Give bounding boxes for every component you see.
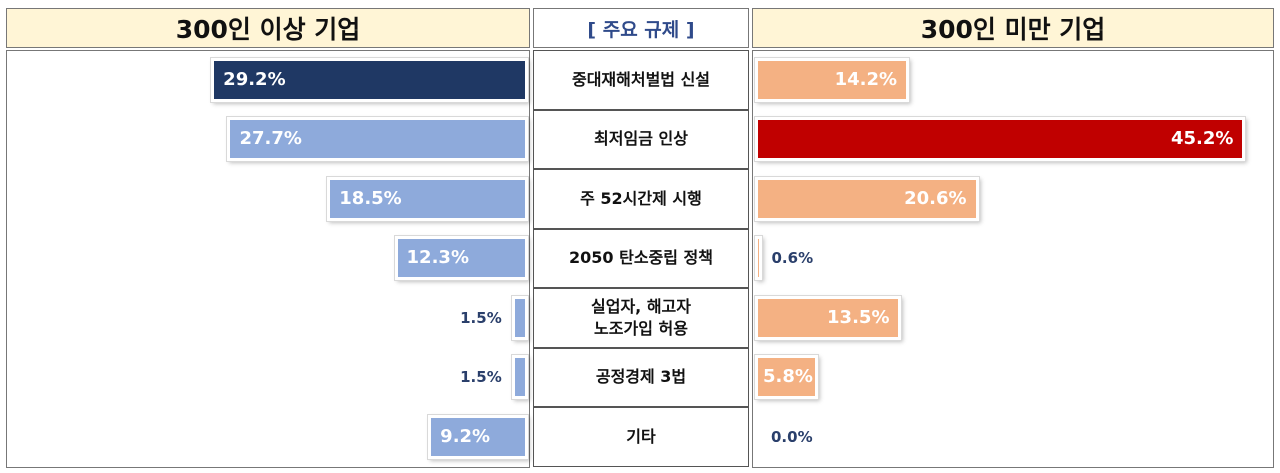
bar-left bbox=[394, 236, 528, 281]
data-label-left: 12.3% bbox=[406, 247, 469, 269]
bar-left bbox=[227, 117, 528, 162]
data-label-left: 9.2% bbox=[440, 425, 491, 447]
data-label-right: 20.6% bbox=[904, 187, 967, 209]
bar-right bbox=[755, 117, 1246, 162]
category-label: 2050 탄소중립 정책 bbox=[533, 228, 749, 288]
data-label-right: 5.8% bbox=[763, 366, 813, 388]
right-panel bbox=[752, 50, 1274, 468]
category-label: 공정경제 3법 bbox=[533, 347, 749, 407]
category-label: 주 52시간제 시행 bbox=[533, 169, 749, 229]
data-label-left: 18.5% bbox=[339, 187, 402, 209]
bar-right bbox=[755, 295, 902, 340]
data-label-right: 14.2% bbox=[834, 68, 898, 90]
bar-left bbox=[511, 355, 528, 400]
bar-left bbox=[211, 57, 528, 102]
right-header-title: 300인 미만 기업 bbox=[752, 8, 1274, 48]
data-label-left: 29.2% bbox=[223, 68, 286, 90]
category-label: 최저임금 인상 bbox=[533, 109, 749, 169]
data-label-left: 1.5% bbox=[460, 368, 502, 387]
data-label-right: 0.6% bbox=[771, 249, 814, 268]
data-label-left: 27.7% bbox=[239, 128, 302, 150]
left-header-title: 300인 이상 기업 bbox=[6, 8, 530, 48]
bar-right bbox=[755, 236, 762, 281]
left-panel bbox=[6, 50, 530, 468]
middle-header-title: [ 주요 규제 ] bbox=[533, 8, 749, 48]
data-label-left: 1.5% bbox=[460, 308, 502, 327]
data-label-right: 45.2% bbox=[1170, 128, 1234, 150]
category-label: 실업자, 해고자 노조가입 허용 bbox=[533, 288, 749, 348]
bar-right bbox=[755, 57, 910, 102]
bar-left bbox=[428, 414, 528, 459]
bar-left bbox=[511, 295, 528, 340]
bar-right bbox=[755, 355, 818, 400]
bar-right bbox=[755, 176, 979, 221]
category-label: 기타 bbox=[533, 407, 749, 467]
category-label: 중대재해처벌법 신설 bbox=[533, 50, 749, 110]
bar-left bbox=[327, 176, 528, 221]
data-label-right: 0.0% bbox=[771, 427, 813, 446]
data-label-right: 13.5% bbox=[827, 306, 890, 328]
